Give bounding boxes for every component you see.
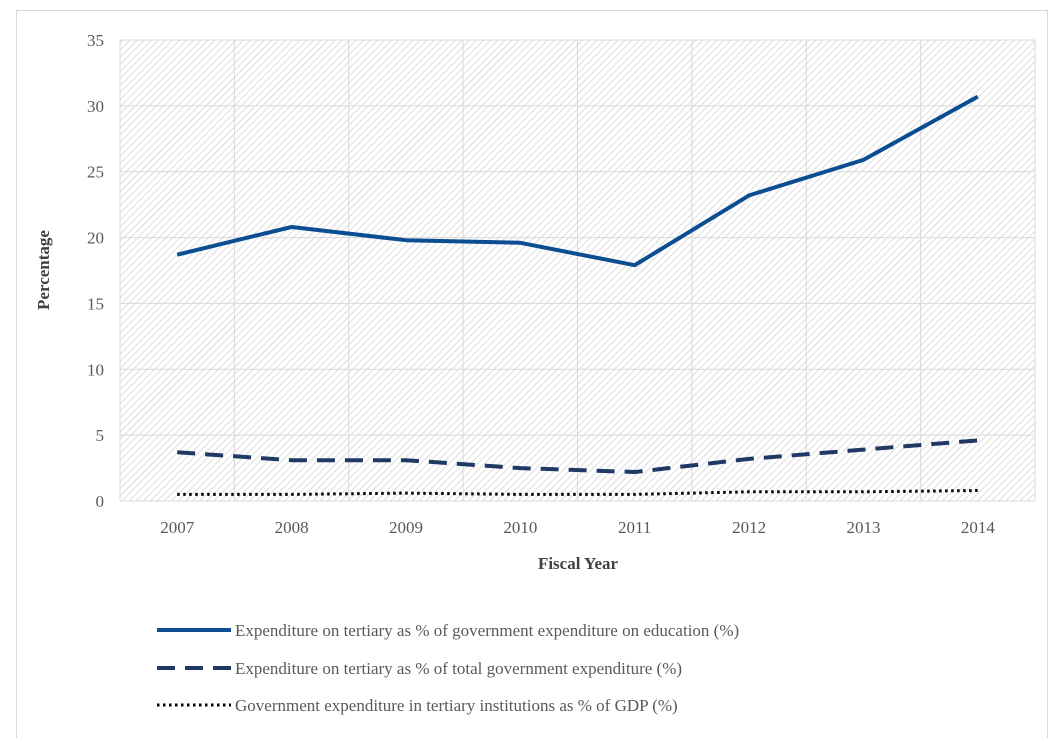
x-tick-label: 2010: [503, 518, 537, 537]
y-axis-title: Percentage: [34, 230, 53, 310]
series-layer: [176, 94, 979, 496]
legend-label-2: Expenditure on tertiary as % of total go…: [235, 659, 682, 678]
y-tick-label: 30: [87, 97, 104, 116]
x-tick-label: 2007: [160, 518, 195, 537]
y-tick-label: 20: [87, 229, 104, 248]
series-line-3: [177, 489, 978, 496]
gridlines: [119, 39, 1036, 502]
x-tick-label: 2013: [846, 518, 880, 537]
series-line-2: [177, 438, 978, 474]
x-tick-label: 2008: [275, 518, 309, 537]
x-axis-title: Fiscal Year: [538, 554, 619, 573]
x-axis-ticks: 2007 2008 2009 2010 2011 2012 2013 2014: [160, 518, 995, 537]
y-tick-label: 0: [96, 492, 105, 511]
legend-label-3: Government expenditure in tertiary insti…: [235, 696, 678, 715]
y-tick-label: 5: [96, 426, 105, 445]
y-tick-label: 10: [87, 360, 104, 379]
x-tick-label: 2011: [618, 518, 651, 537]
x-tick-label: 2009: [389, 518, 423, 537]
y-tick-label: 35: [87, 31, 104, 50]
y-axis-ticks: 0 5 10 15 20 25 30 35: [87, 31, 104, 511]
x-tick-label: 2014: [961, 518, 996, 537]
series-line-1: [176, 94, 979, 268]
legend: Expenditure on tertiary as % of governme…: [157, 621, 739, 715]
x-tick-label: 2012: [732, 518, 766, 537]
legend-label-1: Expenditure on tertiary as % of governme…: [235, 621, 739, 640]
y-tick-label: 15: [87, 294, 104, 313]
chart-frame: [16, 10, 1048, 738]
y-tick-label: 25: [87, 163, 104, 182]
